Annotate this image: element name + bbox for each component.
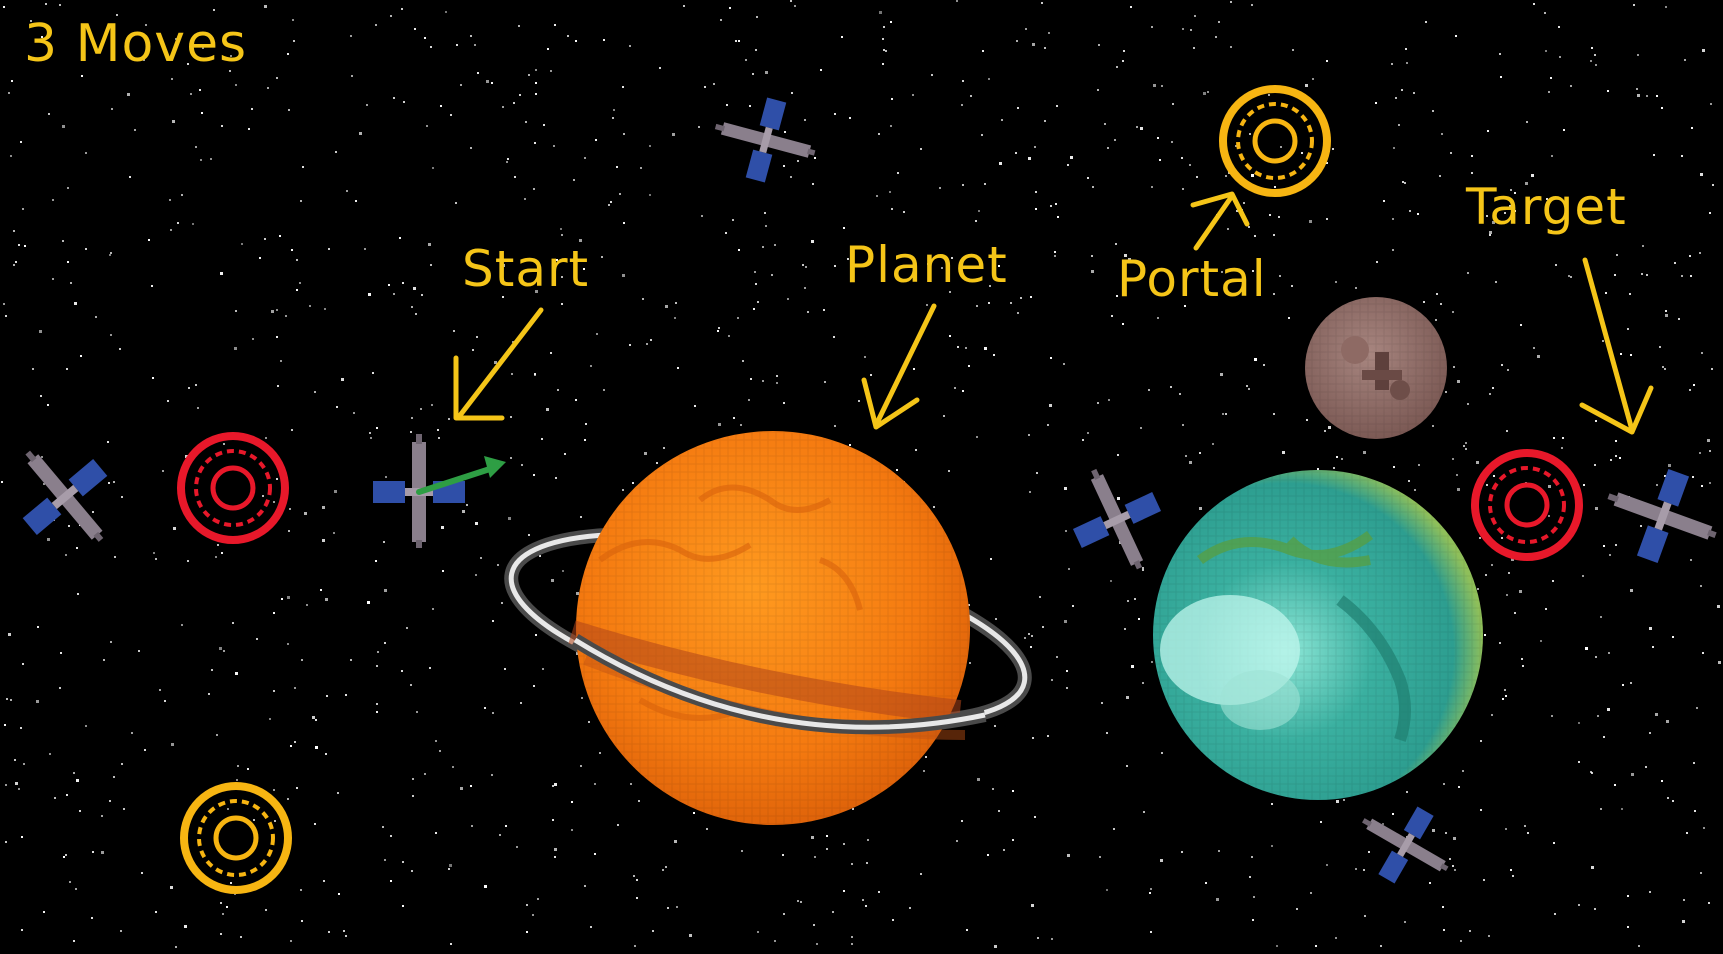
earth-planet-icon [1153,470,1483,800]
moon-icon [1305,297,1447,439]
target-pointer-arrow [1579,257,1654,435]
satellite-icon[interactable] [1343,786,1467,903]
satellite-icon[interactable] [0,423,137,570]
launch-direction-arrow[interactable] [416,456,506,495]
gold-portal-icon[interactable] [1223,89,1327,193]
planet-pointer-arrow [861,303,937,430]
planet-label: Planet [845,236,1008,294]
red-portal-icon[interactable] [181,436,285,540]
ringed-planet-icon [504,431,1032,825]
target-label: Target [1466,178,1627,236]
satellite-icon[interactable] [704,86,826,194]
start-pointer-arrow [453,307,544,421]
target-satellite-icon[interactable] [1592,452,1723,579]
gold-portal-icon[interactable] [184,786,288,890]
start-label: Start [462,240,590,298]
satellite-icon[interactable] [1054,451,1180,587]
red-portal-icon[interactable] [1475,453,1579,557]
portal-pointer-arrow [1190,191,1250,251]
moves-counter: 3 Moves [24,14,248,74]
portal-label: Portal [1117,250,1267,308]
